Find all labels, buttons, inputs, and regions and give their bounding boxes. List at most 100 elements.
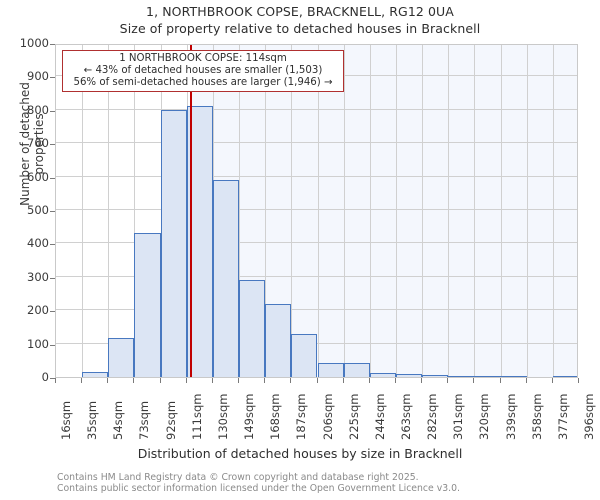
y-axis-tick: [50, 311, 55, 313]
y-axis-tick-label: 700: [27, 136, 49, 151]
gridline-horizontal: [56, 209, 577, 210]
x-axis-tick-label: 130sqm: [215, 393, 230, 440]
x-axis-tick: [264, 378, 266, 383]
histogram-bar: [134, 232, 161, 377]
x-axis-tick-label: 263sqm: [398, 393, 413, 440]
y-axis-tick: [50, 211, 55, 212]
gridline-horizontal: [56, 142, 577, 144]
y-axis-tick: [50, 177, 55, 179]
x-axis-tick: [238, 378, 240, 383]
x-axis-tick-label: 244sqm: [372, 393, 387, 440]
histogram-bar: [369, 373, 396, 377]
y-axis-tick: [50, 144, 55, 146]
x-axis-tick: [447, 378, 449, 383]
histogram-bar: [500, 375, 527, 377]
page-title: 1, NORTHBROOK COPSE, BRACKNELL, RG12 0UA: [146, 4, 454, 19]
gridline-vertical: [265, 45, 267, 377]
y-axis-tick: [50, 77, 55, 79]
x-axis-tick-label: 92sqm: [163, 400, 178, 440]
x-axis-tick: [133, 378, 135, 383]
x-axis-tick: [578, 378, 579, 383]
x-axis-tick: [316, 378, 318, 383]
x-axis-tick: [525, 378, 527, 383]
x-axis-tick-label: 301sqm: [451, 393, 466, 440]
x-axis-tick-label: 320sqm: [477, 393, 492, 440]
x-axis-tick: [81, 378, 83, 383]
x-axis-tick: [55, 378, 56, 383]
gridline-vertical: [343, 45, 345, 377]
y-axis-labels: 0 100 200 300 400 500 600 700 800 900 1000: [0, 36, 49, 384]
x-axis-title: Distribution of detached houses by size …: [137, 446, 463, 461]
gridline-vertical: [500, 45, 502, 377]
x-axis-tick-label: 206sqm: [320, 393, 335, 440]
y-axis-tick: [50, 110, 55, 112]
x-axis-tick-label: 168sqm: [268, 393, 283, 440]
histogram-bar: [160, 110, 187, 377]
y-axis-tick-label: 300: [27, 269, 49, 284]
gridline-vertical: [82, 45, 84, 377]
histogram-bar: [395, 374, 423, 377]
annotation-box: 1 NORTHBROOK COPSE: 114sqm ← 43% of deta…: [62, 50, 344, 93]
histogram-bar: [291, 333, 318, 377]
x-axis-tick: [211, 378, 213, 383]
x-axis-ticks: [55, 378, 579, 384]
x-axis-tick-label: 16sqm: [59, 400, 73, 440]
x-axis-tick-label: 187sqm: [294, 393, 309, 440]
footer-line-1: Contains HM Land Registry data © Crown c…: [57, 472, 419, 483]
histogram-bar: [265, 304, 292, 377]
y-axis-ticks: [49, 44, 55, 379]
property-marker-line: [189, 45, 192, 377]
y-axis-tick: [50, 277, 55, 279]
x-axis-tick-label: 339sqm: [503, 393, 518, 440]
x-axis-tick: [368, 378, 370, 383]
histogram-bar: [552, 375, 577, 377]
y-axis-tick-label: 500: [27, 203, 49, 217]
gridline-horizontal: [56, 309, 577, 311]
gridline-vertical: [395, 45, 397, 377]
y-axis-tick: [50, 344, 55, 346]
x-axis-tick-label: 282sqm: [425, 393, 440, 440]
x-axis-tick: [185, 378, 187, 383]
histogram-bar: [474, 375, 501, 377]
gridline-vertical: [369, 45, 371, 377]
y-axis-tick-label: 900: [27, 69, 49, 84]
histogram-bar: [448, 375, 475, 377]
x-axis-tick-label: 377sqm: [555, 393, 570, 440]
histogram-bar: [108, 337, 135, 377]
x-axis-tick: [159, 378, 161, 383]
x-axis-tick: [473, 378, 475, 383]
gridline-vertical: [317, 45, 319, 377]
annotation-line-2: ← 43% of detached houses are smaller (1,…: [83, 64, 323, 76]
x-axis-tick-label: 396sqm: [582, 393, 596, 440]
x-axis-tick: [107, 378, 109, 383]
annotation-line-3: 56% of semi-detached houses are larger (…: [73, 76, 333, 88]
footer-line-2: Contains public sector information licen…: [57, 483, 460, 494]
gridline-horizontal: [56, 108, 577, 110]
x-axis-tick-label: 54sqm: [111, 400, 126, 440]
x-axis-tick: [290, 378, 292, 383]
chart-subtitle: Size of property relative to detached ho…: [119, 21, 481, 36]
gridline-vertical: [526, 45, 528, 377]
gridline-vertical: [291, 45, 293, 377]
gridline-vertical: [239, 45, 241, 377]
gridline-horizontal: [56, 242, 577, 244]
x-axis-tick-label: 111sqm: [189, 393, 204, 440]
y-axis-tick-label: 800: [27, 102, 49, 117]
y-axis-tick-label: 600: [27, 169, 49, 184]
x-axis-tick: [394, 378, 396, 383]
y-axis-tick: [50, 44, 55, 45]
y-axis-tick: [50, 378, 55, 379]
x-axis-labels: 16sqm 35sqm 54sqm 73sqm 92sqm 111sqm 130sqm 149…: [55, 384, 596, 444]
x-axis-tick: [551, 378, 553, 383]
y-axis-tick-label: 200: [27, 303, 49, 318]
gridline-horizontal: [56, 275, 577, 277]
histogram-bar: [212, 179, 240, 377]
x-axis-tick-label: 149sqm: [242, 393, 257, 440]
gridline-vertical: [474, 45, 476, 377]
plot-area: [55, 44, 578, 378]
x-axis-tick-label: 358sqm: [529, 393, 544, 440]
histogram-bar: [343, 363, 370, 377]
x-axis-tick-label: 73sqm: [137, 400, 152, 440]
gridline-horizontal: [56, 175, 577, 177]
